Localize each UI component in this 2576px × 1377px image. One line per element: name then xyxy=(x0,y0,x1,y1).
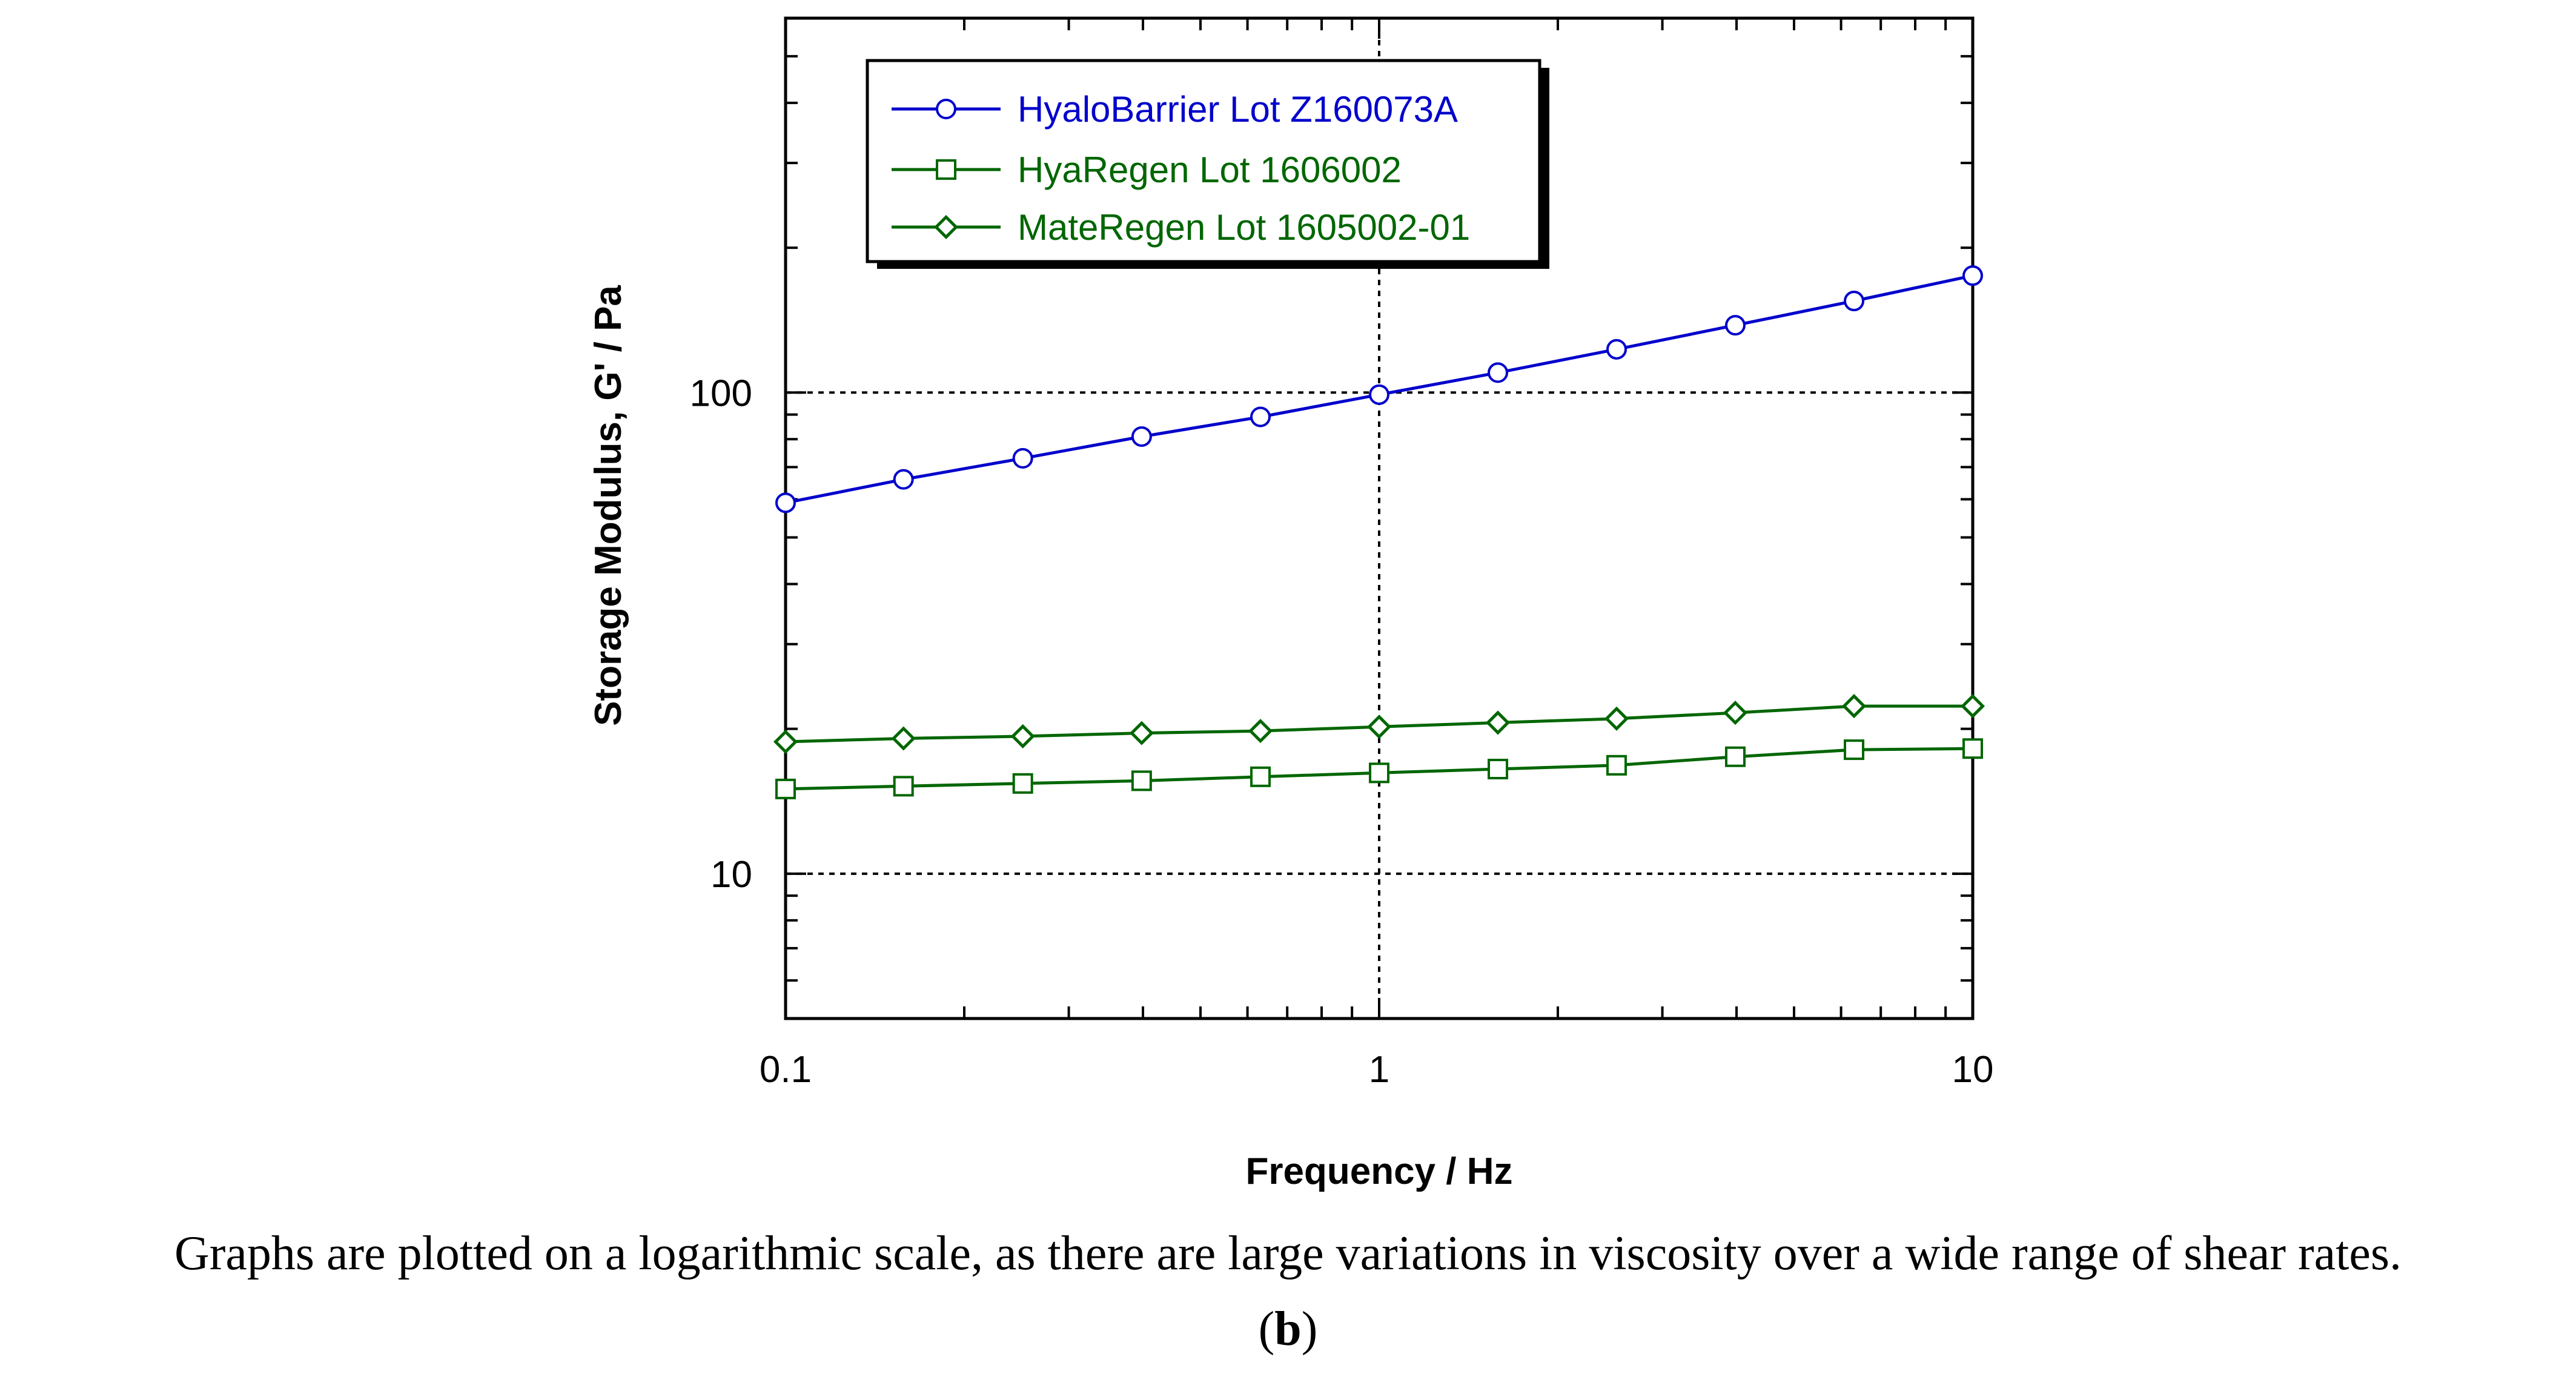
data-point xyxy=(1841,694,1867,719)
legend: HyaloBarrier Lot Z160073A HyaRegen Lot 16… xyxy=(866,59,1549,269)
data-point xyxy=(1962,265,1983,286)
data-point xyxy=(1488,759,1509,780)
data-point xyxy=(1250,406,1271,428)
sublabel-letter: b xyxy=(1274,1303,1302,1356)
data-point xyxy=(1366,715,1392,739)
tick-labels: 0.1 1 10 10 100 xyxy=(690,372,1994,1091)
data-point xyxy=(1724,746,1746,767)
data-point xyxy=(775,492,796,513)
legend-marker xyxy=(933,214,959,240)
data-point xyxy=(773,729,798,755)
sublabel-close-paren: ) xyxy=(1301,1303,1318,1356)
data-point xyxy=(1369,762,1389,784)
data-point xyxy=(893,776,914,797)
x-tick-label: 1 xyxy=(1369,1049,1389,1091)
data-series xyxy=(773,265,1985,799)
data-point xyxy=(1844,739,1865,761)
figure-sublabel: (b) xyxy=(0,1302,2576,1357)
data-point xyxy=(1723,701,1748,725)
legend-item: HyaloBarrier Lot Z160073A xyxy=(892,89,1458,130)
data-point xyxy=(1604,706,1629,731)
x-tick-label: 0.1 xyxy=(760,1049,812,1091)
legend-marker xyxy=(936,99,956,119)
data-point xyxy=(1488,362,1509,383)
legend-label: HyaRegen Lot 1606002 xyxy=(1018,150,1402,190)
data-point xyxy=(1129,721,1154,745)
series-1 xyxy=(775,265,1983,513)
legend-marker xyxy=(936,159,956,180)
data-point xyxy=(1012,773,1033,794)
data-point xyxy=(1485,710,1511,735)
data-point xyxy=(775,778,796,799)
legend-item: MateRegen Lot 1605002-01 xyxy=(892,207,1470,248)
y-tick-label: 100 xyxy=(690,372,752,414)
data-point xyxy=(1844,291,1865,312)
data-point xyxy=(1724,315,1746,336)
data-point xyxy=(893,469,914,490)
y-tick-label: 10 xyxy=(710,854,752,896)
series-2 xyxy=(775,738,1983,799)
data-point xyxy=(1369,384,1389,405)
sublabel-open-paren: ( xyxy=(1258,1303,1275,1356)
figure-caption: Graphs are plotted on a logarithmic scal… xyxy=(174,1227,2402,1280)
data-point xyxy=(1960,694,1985,719)
y-axis-title: Storage Modulus, G' / Pa xyxy=(588,285,629,726)
x-axis-title: Frequency / Hz xyxy=(1246,1151,1513,1192)
data-point xyxy=(1606,755,1627,776)
legend-label: HyaloBarrier Lot Z160073A xyxy=(1018,89,1458,130)
legend-item: HyaRegen Lot 1606002 xyxy=(892,150,1402,190)
data-point xyxy=(1010,724,1035,748)
data-point xyxy=(891,726,916,751)
data-point xyxy=(1962,738,1983,759)
data-point xyxy=(1250,766,1271,787)
data-point xyxy=(1248,719,1273,744)
legend-label: MateRegen Lot 1605002-01 xyxy=(1018,207,1470,248)
x-tick-label: 10 xyxy=(1952,1049,1994,1091)
series-3 xyxy=(773,694,1985,755)
data-point xyxy=(1131,426,1152,447)
data-point xyxy=(1131,770,1152,791)
axis-ticks xyxy=(784,17,1974,1020)
data-point xyxy=(1606,338,1627,360)
data-point xyxy=(1012,447,1033,469)
